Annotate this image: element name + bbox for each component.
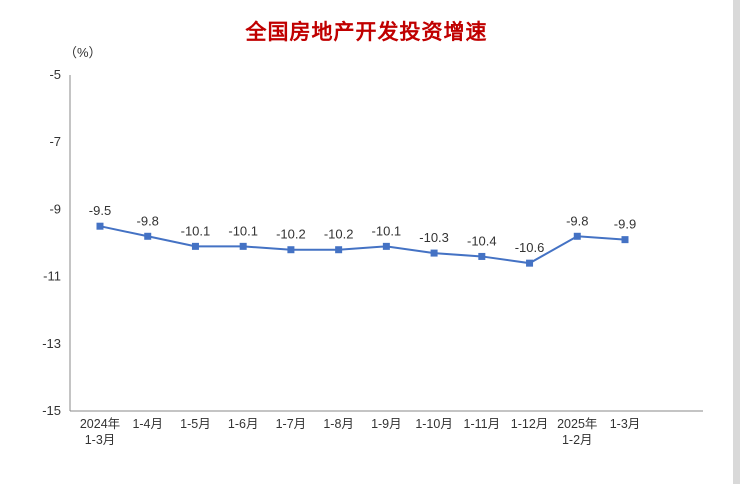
y-tick-label: -13 — [42, 336, 61, 351]
scrollbar[interactable] — [733, 0, 740, 484]
data-point-label: -10.3 — [419, 230, 449, 245]
series-line — [99, 225, 626, 265]
data-point-marker[interactable] — [382, 242, 390, 250]
data-point-marker[interactable] — [96, 222, 104, 230]
data-point-marker[interactable] — [621, 236, 629, 244]
data-point-label: -9.8 — [566, 213, 588, 228]
data-point-label: -9.9 — [614, 217, 636, 232]
x-category-label: 1-10月 — [415, 417, 453, 431]
data-point-marker[interactable] — [430, 249, 438, 257]
y-tick-label: -15 — [42, 403, 61, 418]
x-category-label: 1-9月 — [371, 417, 402, 431]
x-category-label: 2024年 1-3月 — [80, 417, 120, 447]
y-axis-unit-label: （%） — [64, 45, 102, 60]
x-category-label: 1-3月 — [610, 417, 641, 431]
y-tick-label: -5 — [49, 67, 61, 82]
data-point-label: -10.1 — [372, 223, 402, 238]
x-category-label: 1-6月 — [228, 417, 259, 431]
data-point-marker[interactable] — [287, 246, 295, 254]
data-point-marker[interactable] — [144, 232, 152, 240]
data-point-label: -10.1 — [228, 223, 258, 238]
data-point-marker[interactable] — [335, 246, 343, 254]
data-point-marker[interactable] — [573, 232, 581, 240]
chart-title: 全国房地产开发投资增速 — [245, 21, 488, 44]
x-category-label: 1-7月 — [276, 417, 307, 431]
data-point-marker[interactable] — [526, 259, 534, 267]
data-point-label: -10.1 — [181, 223, 211, 238]
data-point-label: -10.4 — [467, 233, 497, 248]
data-point-label: -9.5 — [89, 203, 111, 218]
data-point-marker[interactable] — [478, 252, 486, 260]
data-point-label: -9.8 — [137, 213, 159, 228]
x-category-label: 1-11月 — [464, 417, 501, 431]
x-category-label: 1-12月 — [511, 417, 549, 431]
y-tick-label: -11 — [43, 269, 61, 284]
x-category-label: 1-8月 — [323, 417, 354, 431]
x-category-label: 1-4月 — [132, 417, 163, 431]
x-category-label: 1-5月 — [180, 417, 211, 431]
data-point-marker[interactable] — [239, 242, 247, 250]
data-point-marker[interactable] — [191, 242, 199, 250]
y-tick-label: -7 — [49, 134, 61, 149]
y-tick-label: -9 — [49, 201, 61, 216]
data-point-label: -10.2 — [276, 227, 306, 242]
x-category-label: 2025年 1-2月 — [557, 417, 597, 447]
data-point-label: -10.2 — [324, 227, 354, 242]
data-point-label: -10.6 — [515, 240, 545, 255]
